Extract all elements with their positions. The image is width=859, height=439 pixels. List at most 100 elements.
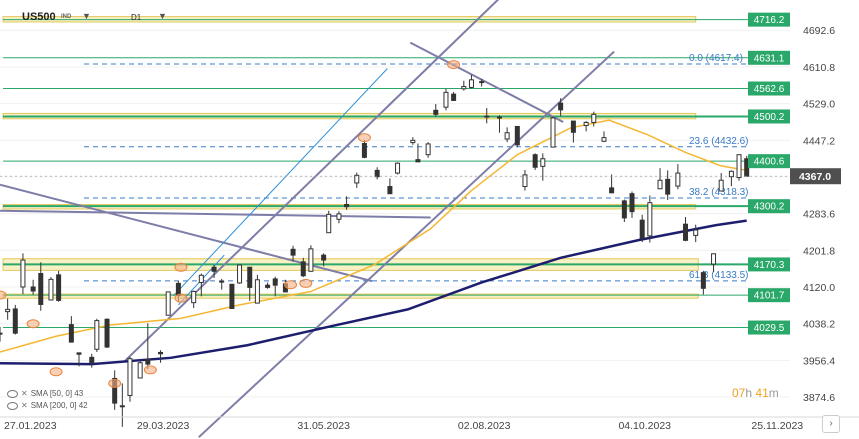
level-label-box: [748, 154, 790, 169]
candle-body: [374, 169, 380, 178]
price-tick-label: 4283.6: [803, 209, 835, 221]
candle-body: [254, 279, 260, 304]
candle-body: [484, 115, 490, 118]
candle-body: [56, 274, 62, 301]
candle-body: [514, 125, 520, 146]
candle-body: [479, 81, 485, 84]
candle-body: [137, 362, 143, 379]
sma200-line: [0, 219, 747, 366]
scroll-to-latest-button[interactable]: ›: [822, 415, 840, 433]
candle-body: [229, 283, 235, 309]
level-label: 4716.2: [754, 15, 785, 26]
candle-body: [532, 154, 538, 168]
symbol-dropdown-icon[interactable]: ▼: [82, 11, 91, 21]
current-price-label: 4367.0: [799, 171, 831, 183]
candle-body: [558, 102, 564, 111]
price-axis: [790, 0, 859, 417]
current-price-box: [790, 168, 841, 185]
candle-body: [657, 179, 663, 190]
candle-body: [718, 179, 724, 192]
candle-body: [443, 91, 449, 108]
level-label: 4500.2: [754, 112, 785, 123]
candle-body: [211, 266, 217, 272]
candle-body: [665, 178, 671, 195]
candle-body: [0, 332, 3, 335]
candle-body: [591, 113, 597, 123]
close-icon[interactable]: ✕: [21, 401, 28, 410]
candle-countdown: 07h 41m: [732, 386, 779, 400]
time-tick-label: 02.08.2023: [458, 420, 511, 432]
candle-body: [693, 229, 699, 236]
fib-level-label: 38.2 (4318.3): [689, 187, 749, 198]
fib-level-label: 61.8 (4133.5): [689, 270, 749, 281]
candle-body: [48, 278, 54, 301]
candle-body: [165, 291, 171, 316]
candle-body: [38, 273, 44, 305]
price-tick-label: 4038.2: [803, 319, 835, 331]
candle-body: [89, 356, 95, 364]
resistance-diagonal-trendline[interactable]: [409, 41, 564, 123]
pivot-marker: [357, 133, 371, 143]
time-tick-label: 25.11.2023: [751, 420, 803, 432]
candle-body: [415, 159, 421, 163]
candle-body: [550, 117, 556, 148]
candle-body: [158, 351, 164, 355]
time-tick-label: 29.03.2023: [137, 420, 190, 432]
level-label-box: [748, 257, 790, 272]
legend-row-sma50[interactable]: ✕ SMA [50, 0] 43: [7, 388, 88, 400]
candle-body: [344, 203, 350, 208]
candle-body: [433, 109, 439, 115]
candle-body: [354, 174, 360, 184]
countdown-hours-unit: h: [745, 386, 753, 400]
level-label-box: [748, 109, 790, 124]
symbol-label[interactable]: US500: [22, 11, 56, 23]
price-tick-label: 4529.0: [803, 99, 835, 111]
indicator-legend: ✕ SMA [50, 0] 43 ✕ SMA [200, 0] 42: [7, 388, 88, 412]
candle-body: [451, 93, 457, 101]
candle-body: [145, 358, 151, 365]
blue-trend-1-trendline[interactable]: [172, 68, 388, 297]
pivot-marker: [447, 60, 461, 70]
price-tick-label: 4692.6: [803, 25, 835, 37]
pivot-marker: [174, 262, 188, 272]
support-diagonal-trendline[interactable]: [0, 209, 431, 219]
candle-body: [461, 86, 467, 90]
time-tick-label: 31.05.2023: [297, 420, 350, 432]
legend-row-sma200[interactable]: ✕ SMA [200, 0] 42: [7, 400, 88, 412]
candle-body: [675, 172, 681, 187]
eye-icon[interactable]: [7, 402, 18, 410]
pivot-marker: [49, 367, 63, 377]
countdown-minutes-unit: m: [768, 386, 779, 400]
sma50-legend-label: SMA [50, 0] 43: [30, 389, 84, 398]
candle-body: [191, 290, 197, 304]
candle-body: [683, 223, 689, 241]
level-label: 4170.3: [754, 260, 785, 271]
candle-body: [68, 324, 74, 343]
candle-body: [127, 358, 133, 396]
candle-body: [621, 200, 627, 219]
candle-body: [300, 261, 306, 277]
eye-icon[interactable]: [7, 390, 18, 398]
candle-body: [711, 253, 717, 265]
level-label-box: [748, 81, 790, 96]
candle-body: [468, 79, 474, 88]
time-tick-label: 27.01.2023: [4, 420, 57, 432]
time-tick-label: 04.10.2023: [618, 420, 671, 432]
candle-body: [20, 259, 26, 288]
level-label: 4631.1: [754, 53, 785, 64]
candle-body: [736, 154, 742, 179]
candle-body: [112, 377, 118, 404]
timeframe-dropdown-icon[interactable]: ▼: [158, 11, 167, 21]
candle-body: [387, 186, 393, 195]
fib-level-label: 0.0 (4617.4): [689, 53, 743, 64]
candle-body: [175, 282, 181, 296]
candle-body: [336, 213, 342, 220]
close-icon[interactable]: ✕: [21, 389, 28, 398]
candle-body: [308, 248, 314, 272]
candle-body: [119, 405, 125, 408]
timeframe-label[interactable]: D1: [131, 13, 142, 22]
pivot-marker: [143, 365, 157, 375]
candle-body: [570, 120, 576, 133]
